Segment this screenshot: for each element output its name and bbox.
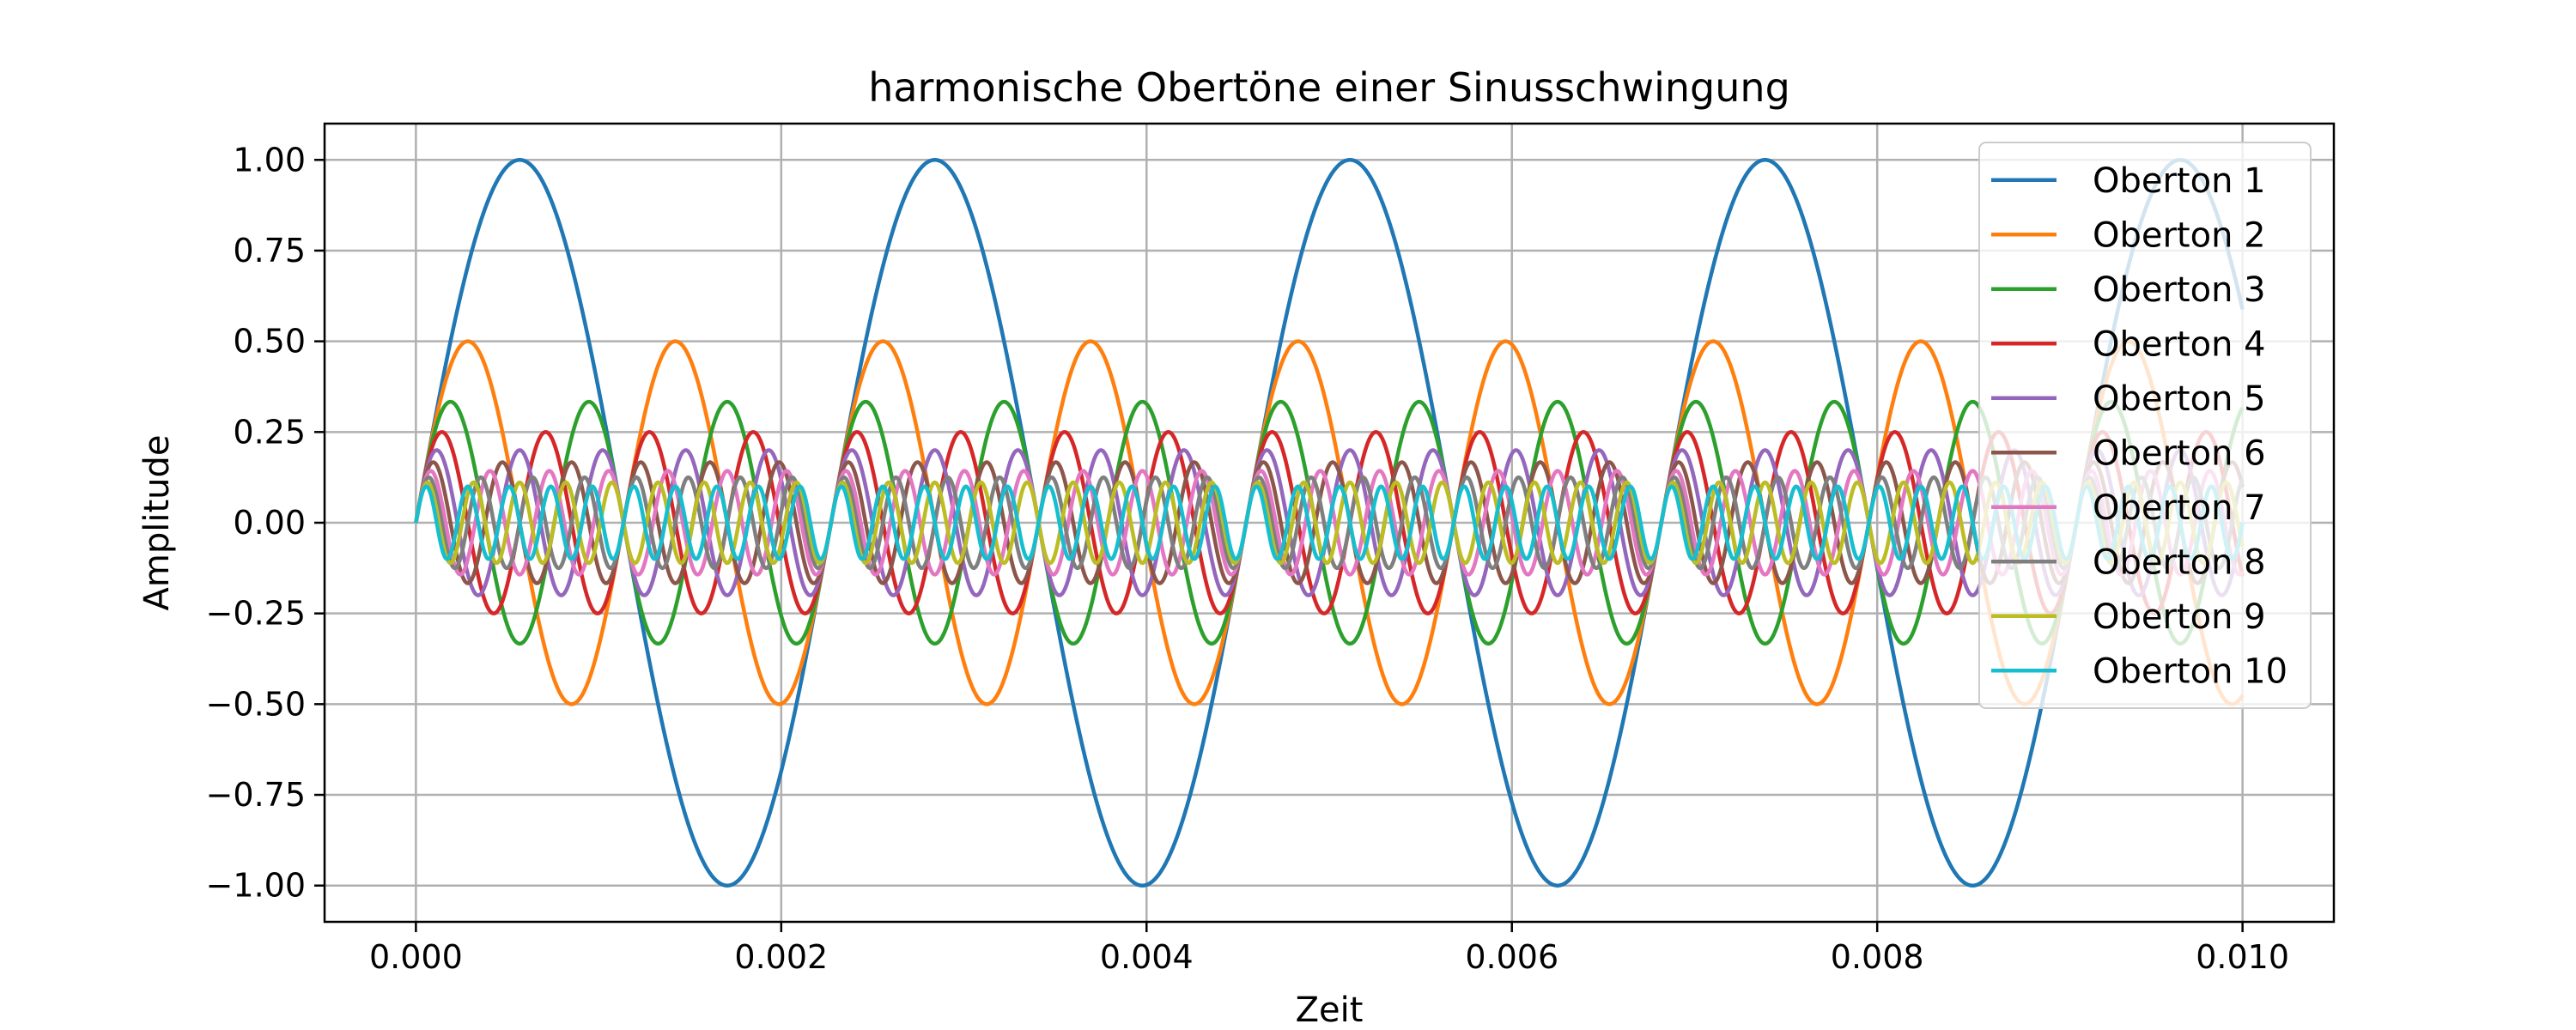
legend: Oberton 1 Oberton 2 Oberton 3 Oberton 4 Ober… <box>1978 142 2312 709</box>
legend-label: Oberton 3 <box>2093 270 2266 310</box>
x-axis-label: Zeit <box>1296 991 1364 1030</box>
y-axis-label: Amplitude <box>137 435 177 611</box>
y-tick-label: 0.25 <box>233 413 306 451</box>
x-tick-label: 0.010 <box>2196 938 2289 976</box>
legend-label: Oberton 6 <box>2093 433 2266 473</box>
x-tick-label: 0.004 <box>1100 938 1194 976</box>
series-line-oberton-1 <box>414 158 2245 888</box>
y-tick-label: 0.75 <box>233 232 306 270</box>
series-line-oberton-7 <box>414 469 2245 577</box>
y-axis-ticks: 1.00 0.75 0.50 0.25 0.00 −0.25 −0.50 −0.75 −1.00 <box>206 141 325 905</box>
series-line-oberton-9 <box>414 480 2245 566</box>
y-tick-label: −0.50 <box>206 685 306 723</box>
x-axis-ticks: 0.000 0.002 0.004 0.006 0.008 0.010 <box>369 922 2289 976</box>
y-tick-label: 1.00 <box>233 141 306 179</box>
x-tick-label: 0.000 <box>369 938 463 976</box>
series-line-oberton-10 <box>414 484 2245 561</box>
y-tick-label: −0.75 <box>206 776 306 814</box>
y-tick-label: −0.25 <box>206 595 306 633</box>
legend-label: Oberton 7 <box>2093 488 2266 528</box>
legend-label: Oberton 5 <box>2093 379 2266 419</box>
x-tick-label: 0.006 <box>1465 938 1558 976</box>
series-lines <box>414 158 2245 888</box>
x-tick-label: 0.002 <box>734 938 828 976</box>
chart-title: harmonische Obertöne einer Sinusschwingu… <box>868 64 1790 111</box>
legend-label: Oberton 8 <box>2093 542 2266 582</box>
legend-label: Oberton 10 <box>2093 651 2287 691</box>
legend-label: Oberton 1 <box>2093 161 2266 201</box>
legend-label: Oberton 9 <box>2093 597 2266 637</box>
y-tick-label: 0.50 <box>233 323 306 360</box>
y-tick-label: −1.00 <box>206 867 306 905</box>
x-tick-label: 0.008 <box>1831 938 1924 976</box>
legend-label: Oberton 2 <box>2093 215 2266 255</box>
series-line-oberton-8 <box>414 475 2245 571</box>
legend-label: Oberton 4 <box>2093 324 2266 364</box>
y-tick-label: 0.00 <box>233 504 306 542</box>
legend-box <box>1978 142 2312 709</box>
